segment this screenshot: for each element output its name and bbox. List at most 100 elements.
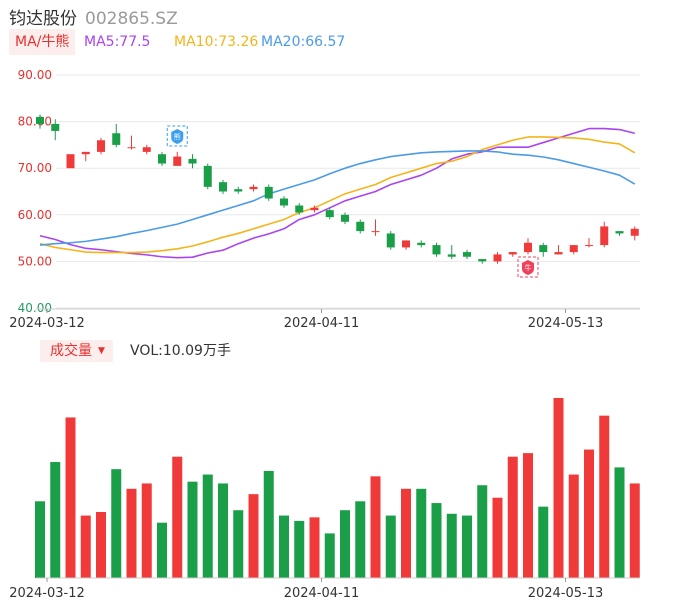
volume-bar[interactable] [538,506,549,578]
volume-bar[interactable] [141,483,152,578]
volume-bar[interactable] [446,513,457,578]
volume-bar[interactable] [324,533,335,578]
candlestick[interactable] [554,245,563,255]
volume-bar[interactable] [355,501,366,578]
candle-body [219,182,227,192]
volume-bar[interactable] [172,456,183,578]
volume-bar[interactable] [462,515,472,578]
candlestick[interactable] [66,154,75,169]
candlestick[interactable] [539,242,548,257]
ma-indicator-selector[interactable]: MA/牛熊 [9,29,76,55]
date-tick-label: 2024-04-11 [284,586,360,601]
candlestick[interactable] [508,252,517,257]
volume-bar[interactable] [523,453,533,578]
candlestick[interactable] [51,119,60,141]
volume-bar[interactable] [431,503,442,578]
volume-bar[interactable] [65,417,76,578]
candlestick[interactable] [234,186,243,194]
candlestick[interactable] [127,135,136,150]
candlestick[interactable] [97,137,105,155]
volume-bar[interactable] [507,456,518,578]
candlestick[interactable] [600,221,609,248]
volume-bar[interactable] [599,415,610,578]
candle-body [432,245,441,255]
candlestick[interactable] [402,240,410,250]
volume-bar[interactable] [233,510,244,578]
candlestick[interactable] [310,205,319,213]
candlestick[interactable] [325,207,334,220]
volume-bar[interactable] [96,511,106,578]
volume-bar[interactable] [629,483,640,578]
candle-body [158,154,166,164]
volume-bar[interactable] [35,501,45,578]
candlestick[interactable] [371,219,380,236]
ma20-line [39,150,636,246]
candlestick[interactable] [112,123,121,148]
volume-bar[interactable] [218,483,228,578]
volume-bar[interactable] [584,449,594,578]
volume-bar[interactable] [477,485,488,578]
volume-bar[interactable] [416,488,427,578]
candlestick[interactable] [173,151,182,166]
volume-bar[interactable] [50,462,61,578]
candlestick[interactable] [463,249,471,260]
volume-bar[interactable] [492,497,503,578]
volume-bar[interactable] [553,398,564,578]
bull-signal-icon[interactable]: 牛 [517,256,539,278]
volume-bar[interactable] [248,494,259,578]
candlestick[interactable] [524,238,532,255]
candlestick[interactable] [295,203,304,215]
bull-bear-markers: 熊牛 [166,125,539,278]
candlestick[interactable] [264,184,273,201]
candlestick[interactable] [569,245,578,255]
volume-bar[interactable] [202,474,213,578]
candlestick[interactable] [386,231,395,250]
candlestick[interactable] [249,184,258,192]
volume-bar[interactable] [294,520,305,578]
signal-label: 熊 [174,132,181,141]
candlestick[interactable] [280,196,288,208]
volume-bar[interactable] [126,488,137,578]
candlestick[interactable] [478,259,487,264]
price-tick-label: 50.00 [18,254,52,268]
volume-bar[interactable] [370,476,381,578]
volume-bar[interactable] [340,510,350,578]
candlestick[interactable] [142,144,151,155]
candlestick[interactable] [219,179,227,194]
candlestick[interactable] [630,226,639,241]
candlestick[interactable] [493,252,502,264]
candlestick[interactable] [188,154,197,169]
candle-body [615,231,624,234]
candlestick[interactable] [341,212,349,225]
candlestick[interactable] [81,151,90,162]
candlestick[interactable] [432,242,441,257]
volume-bar[interactable] [279,515,289,578]
bear-signal-icon[interactable]: 熊 [166,125,188,147]
candlestick[interactable] [585,238,593,248]
volume-bar[interactable] [111,469,122,578]
volume-bar[interactable] [263,470,274,578]
volume-indicator-selector[interactable]: 成交量 ▼ [40,340,113,362]
candlestick[interactable] [356,219,365,234]
candlestick[interactable] [417,240,426,248]
volume-bar[interactable] [309,517,320,578]
volume-bar[interactable] [614,467,625,578]
price-tick-label: 80.00 [18,115,52,129]
volume-bar[interactable] [187,481,198,578]
date-tick-label: 2024-05-13 [528,586,604,601]
candle-body [97,140,105,152]
volume-bar[interactable] [401,488,411,578]
candlestick[interactable] [203,163,212,190]
volume-bar[interactable] [568,474,579,578]
volume-bar[interactable] [385,515,396,578]
candlestick[interactable] [36,114,44,129]
candle-body [386,233,395,248]
candle-body [295,205,304,213]
candle-body [447,254,456,257]
volume-bar[interactable] [157,522,167,578]
candlestick[interactable] [615,231,624,236]
candlestick[interactable] [158,151,166,166]
volume-bar[interactable] [80,515,91,578]
candlestick[interactable] [447,245,456,260]
